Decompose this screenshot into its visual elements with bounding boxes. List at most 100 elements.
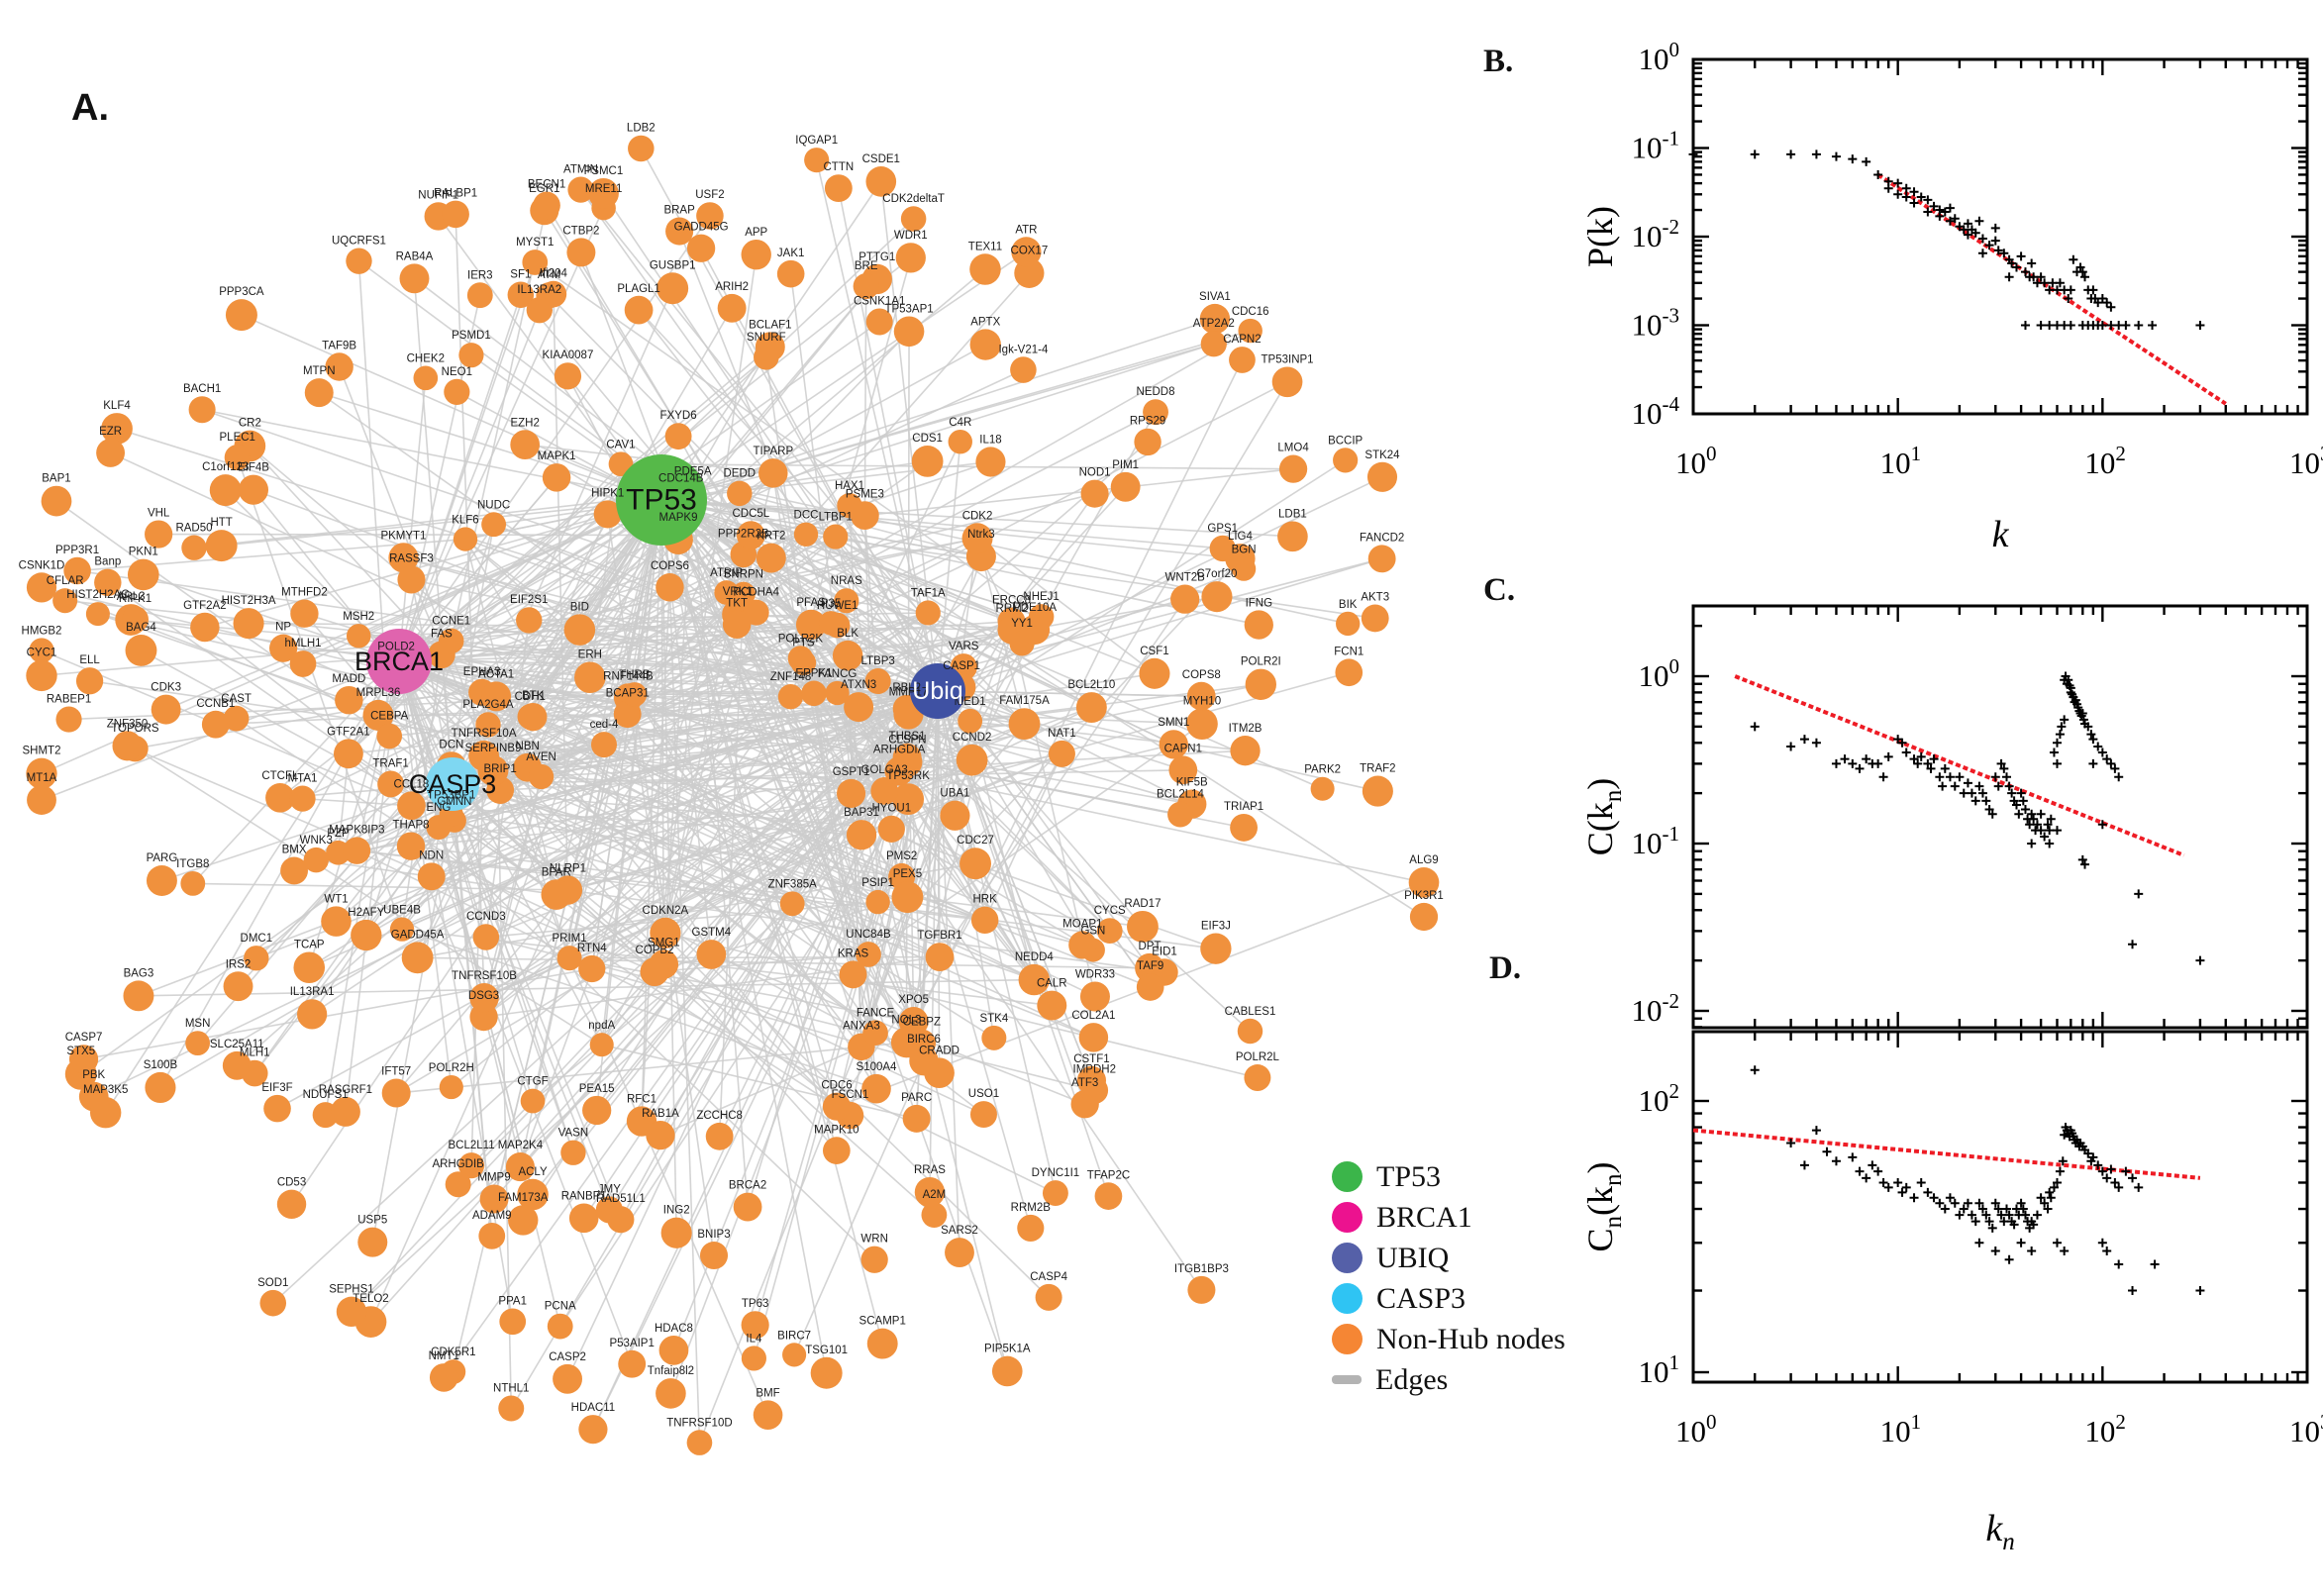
scatter-point: [2057, 722, 2067, 732]
network-edge: [890, 828, 1094, 951]
panel-d-letter: D.: [1489, 950, 1522, 986]
scatter-point: [1929, 1193, 1939, 1203]
network-edge: [849, 505, 939, 692]
scatter-point: [1984, 241, 1994, 250]
network-edge: [937, 690, 1054, 1006]
network-edge: [664, 491, 694, 934]
scatter-point: [1990, 1246, 2000, 1255]
network-node: [1335, 658, 1364, 687]
scatter-point: [1993, 1204, 2003, 1214]
network-node-label: CASP4: [1030, 1271, 1067, 1283]
network-node: [865, 308, 893, 336]
scatter-point: [2110, 763, 2120, 773]
network-node: [127, 558, 159, 591]
network-node: [224, 445, 251, 471]
network-edge: [846, 538, 978, 602]
network-node-label: P35: [821, 598, 841, 610]
network-node: [444, 378, 470, 405]
network-node: [646, 1120, 675, 1150]
network-edge: [567, 798, 909, 891]
network-node-label: HUWE1: [817, 600, 858, 612]
scatter-point: [2027, 839, 2037, 848]
network-node-label: TELO2: [353, 1293, 388, 1305]
network-node: [961, 523, 993, 554]
tick-label: 101: [1639, 1350, 1680, 1389]
network-node-label: ING2: [663, 1205, 690, 1217]
network-node: [293, 951, 326, 984]
tick-label: 100: [1675, 442, 1717, 480]
network-node-label: CDK2deltaT: [882, 193, 945, 205]
network-node-label: RPS29: [1130, 416, 1165, 428]
network-node-label: CYCS: [1094, 905, 1126, 917]
network-node-label: LTBP3: [861, 655, 895, 667]
network-node: [122, 606, 150, 634]
network-node-label: CASP1: [943, 660, 980, 672]
network-edge: [937, 690, 976, 864]
network-node: [52, 588, 78, 614]
plot-frame: [1691, 1030, 2309, 1384]
network-node: [517, 1178, 549, 1211]
network-edge: [417, 612, 929, 958]
network-node-label: PCDHA4: [733, 587, 779, 599]
scatter-point: [1868, 1160, 1877, 1170]
network-node-label: RAD51L1: [596, 1193, 646, 1205]
scatter-point: [2148, 321, 2158, 330]
network-edge: [410, 845, 984, 1116]
y-axis-label-B: P(k): [1580, 206, 1620, 267]
network-node: [958, 708, 983, 734]
network-edge: [398, 356, 767, 662]
network-edge: [858, 706, 1035, 980]
scatter-point: [1831, 151, 1841, 161]
network-node-label: ATF3: [1071, 1077, 1098, 1089]
network-node-label: HIST2H2AC: [66, 589, 129, 601]
network-node-label: TRAF1: [372, 758, 408, 770]
network-node: [335, 685, 363, 715]
scatter-point: [2060, 1246, 2070, 1255]
scatter-point: [2077, 854, 2087, 864]
network-node-label: MMP9: [477, 1172, 510, 1184]
network-node-label: ITGB1BP3: [1174, 1263, 1229, 1275]
scatter-point: [2075, 262, 2085, 272]
network-node: [445, 1171, 471, 1198]
scatter-point: [2088, 735, 2098, 745]
network-node-label: RIPK1: [119, 593, 152, 605]
scatter-point: [2029, 814, 2039, 824]
network-node-label: HYOU1: [871, 803, 911, 815]
network-node-label: C7orf20: [1196, 568, 1237, 580]
network-node: [303, 847, 329, 873]
scatter-point: [1970, 1217, 1980, 1227]
network-node: [860, 1246, 888, 1273]
network-node-label: WDR33: [1075, 968, 1115, 980]
network-node: [1008, 708, 1041, 741]
network-node: [289, 785, 316, 812]
network-node-label: BTK: [522, 690, 545, 702]
network-node: [696, 202, 724, 230]
network-node: [589, 1033, 614, 1057]
scatter-point: [2046, 814, 2056, 824]
scatter-point: [2195, 1286, 2205, 1296]
scatter-point: [2002, 772, 2012, 782]
network-node-label: SCAMP1: [859, 1316, 906, 1328]
network-node: [822, 1092, 852, 1121]
network-node: [640, 956, 669, 987]
network-node: [628, 135, 655, 162]
plot-frame: [1691, 604, 2309, 1030]
network-edge: [791, 793, 853, 905]
network-node-label: CTGF: [517, 1076, 548, 1088]
scatter-point: [2016, 1198, 2026, 1208]
network-edge: [249, 445, 443, 655]
network-node-label: PLEC1: [220, 432, 255, 444]
tick-label: 10-2: [1632, 989, 1680, 1028]
scatter-point: [2083, 1148, 2093, 1158]
scatter-point: [2052, 826, 2062, 836]
network-edge: [396, 1042, 907, 1094]
scatter-point: [1999, 249, 2009, 258]
network-node-label: CAST: [221, 693, 252, 705]
legend-item-edges: Edges: [1332, 1363, 1566, 1396]
scatter-point: [2097, 1166, 2107, 1176]
network-node-label: STK4: [979, 1013, 1008, 1025]
network-node: [334, 739, 363, 769]
network-edge: [159, 660, 400, 1088]
network-node: [736, 521, 765, 550]
network-edge: [192, 882, 568, 891]
